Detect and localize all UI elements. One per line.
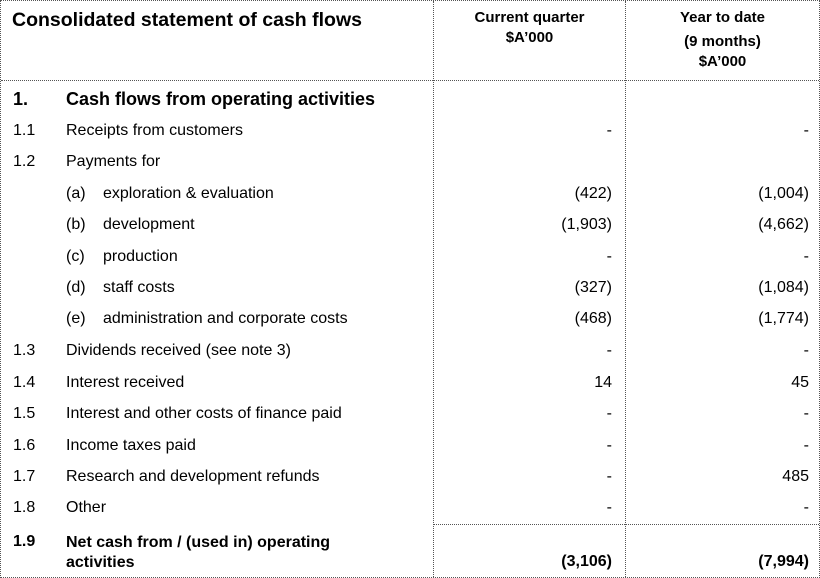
column-header-line: $A’000 [505, 29, 554, 46]
current-quarter-value: - [606, 499, 612, 516]
net-cash-row: 1.9 Net cash from / (used in) operating … [1, 529, 819, 577]
row-number: 1.3 [13, 342, 36, 359]
row-label: staff costs [103, 279, 175, 296]
row-number: 1.8 [13, 499, 36, 516]
column-header-line: $A’000 [698, 53, 747, 70]
row-label: exploration & evaluation [103, 185, 274, 202]
current-quarter-value: - [606, 405, 612, 422]
row-number: 1.9 [13, 533, 36, 550]
year-to-date-value: - [803, 342, 809, 359]
column-divider-1 [433, 1, 434, 577]
table-row: 1.8 Other - - [1, 495, 819, 523]
column-divider-2 [625, 1, 626, 577]
row-letter: (c) [66, 248, 85, 265]
table-row: (b) development (1,903) (4,662) [1, 212, 819, 240]
row-label: Interest and other costs of finance paid [66, 405, 342, 422]
section-title: Cash flows from operating activities [66, 89, 376, 109]
row-letter: (e) [66, 310, 86, 327]
year-to-date-value: - [803, 437, 809, 454]
current-quarter-value: - [606, 248, 612, 265]
row-number: 1.4 [13, 374, 36, 391]
table-row: (e) administration and corporate costs (… [1, 306, 819, 334]
row-number: 1.2 [13, 153, 36, 170]
current-quarter-value: (327) [574, 279, 612, 296]
row-label: development [103, 216, 195, 233]
table-row: 1.7 Research and development refunds - 4… [1, 464, 819, 492]
table-row: (c) production - - [1, 244, 819, 272]
current-quarter-value: - [606, 437, 612, 454]
row-label: Income taxes paid [66, 437, 196, 454]
row-letter: (d) [66, 279, 86, 296]
row-label: Net cash from / (used in) operating acti… [66, 533, 330, 573]
table-row: (a) exploration & evaluation (422) (1,00… [1, 181, 819, 209]
row-label: Interest received [66, 374, 185, 391]
current-quarter-value: - [606, 122, 612, 139]
row-number: 1.7 [13, 468, 36, 485]
row-label-line: activities [66, 554, 135, 571]
year-to-date-total: (7,994) [758, 553, 809, 570]
row-letter: (a) [66, 185, 86, 202]
year-to-date-value: 45 [791, 374, 809, 391]
year-to-date-value: (1,004) [758, 185, 809, 202]
row-number: 1.5 [13, 405, 36, 422]
current-quarter-value: (422) [574, 185, 612, 202]
statement-title: Consolidated statement of cash flows [12, 9, 362, 31]
column-header-current-quarter: Current quarter $A’000 [434, 8, 625, 48]
row-label: Receipts from customers [66, 122, 243, 139]
table-row: 1.1 Receipts from customers - - [1, 118, 819, 146]
year-to-date-value: - [803, 499, 809, 516]
year-to-date-value: - [803, 405, 809, 422]
table-row: 1.4 Interest received 14 45 [1, 370, 819, 398]
table-row: 1.5 Interest and other costs of finance … [1, 401, 819, 429]
current-quarter-value: (1,903) [561, 216, 612, 233]
current-quarter-value: 14 [594, 374, 612, 391]
column-header-year-to-date: Year to date (9 months) $A’000 [626, 8, 819, 72]
row-label-line: Net cash from / (used in) operating [66, 534, 331, 551]
column-header-line: (9 months) [684, 33, 761, 50]
year-to-date-value: (1,774) [758, 310, 809, 327]
current-quarter-value: (468) [574, 310, 612, 327]
current-quarter-value: - [606, 342, 612, 359]
row-label: Other [66, 499, 107, 516]
row-number: 1.1 [13, 122, 36, 139]
row-label: administration and corporate costs [103, 310, 348, 327]
year-to-date-value: (4,662) [758, 216, 809, 233]
row-label: Dividends received (see note 3) [66, 342, 292, 359]
column-header-line: Current quarter [474, 9, 585, 26]
table-row: 1.6 Income taxes paid - - [1, 433, 819, 461]
current-quarter-value: - [606, 468, 612, 485]
current-quarter-total: (3,106) [561, 553, 612, 570]
total-divider [433, 524, 819, 525]
year-to-date-value: 485 [782, 468, 809, 485]
row-number: 1.6 [13, 437, 36, 454]
row-label: Research and development refunds [66, 468, 320, 485]
year-to-date-value: - [803, 122, 809, 139]
table-row: 1.2 Payments for [1, 149, 819, 177]
column-header-line: Year to date [679, 9, 766, 26]
row-label: production [103, 248, 178, 265]
row-letter: (b) [66, 216, 86, 233]
year-to-date-value: - [803, 248, 809, 265]
row-label: Payments for [66, 153, 161, 170]
table-row: (d) staff costs (327) (1,084) [1, 275, 819, 303]
table-row: 1.3 Dividends received (see note 3) - - [1, 338, 819, 366]
section-number: 1. [13, 89, 29, 109]
section-heading: 1. Cash flows from operating activities [1, 87, 819, 117]
year-to-date-value: (1,084) [758, 279, 809, 296]
header-divider [1, 80, 819, 81]
